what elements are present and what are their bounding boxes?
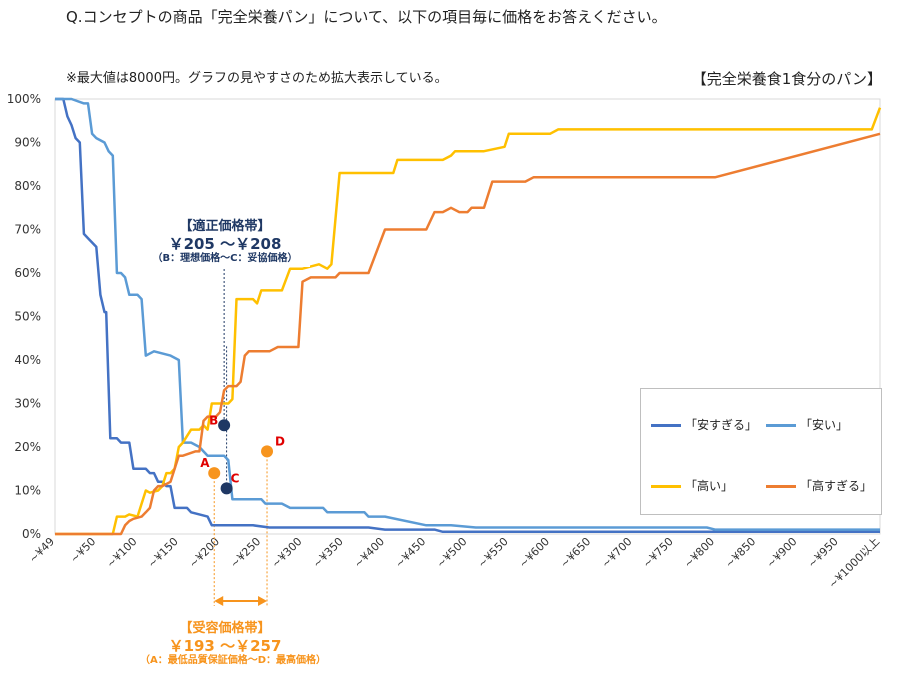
intersection-point-b — [218, 419, 231, 432]
x-tick-label: ~¥50 — [68, 535, 99, 566]
legend-item-expensive: 「高い」 — [651, 477, 733, 494]
y-tick-label: 70% — [14, 223, 41, 237]
x-tick-label: ~¥900 — [764, 535, 800, 571]
legend-item-too-expensive: 「高すぎる」 — [766, 477, 872, 494]
x-tick-label: ~¥750 — [640, 535, 676, 571]
intersection-point-a — [208, 467, 221, 480]
legend-item-too-cheap: 「安すぎる」 — [651, 416, 757, 433]
optimal-price-annotation: 【適正価格帯】 ￥205 ～￥208 （B：理想価格～C：妥協価格） — [140, 217, 310, 267]
x-tick-label: ~¥500 — [434, 535, 470, 571]
x-tick-label: ~¥300 — [269, 535, 305, 571]
intersection-label-c: C — [231, 471, 240, 485]
y-tick-label: 0% — [22, 527, 41, 541]
y-tick-label: 20% — [14, 440, 41, 454]
chart-legend: 「安すぎる」 「安い」 「高い」 「高すぎる」 — [640, 388, 882, 515]
y-tick-label: 10% — [14, 484, 41, 498]
intersection-label-b: B — [209, 413, 218, 427]
legend-label: 「安すぎる」 — [685, 418, 758, 432]
x-tick-label: ~¥700 — [599, 535, 635, 571]
acceptable-price-title: 【受容価格帯】 — [179, 621, 271, 636]
legend-swatch — [651, 424, 681, 427]
legend-label: 「安い」 — [800, 418, 849, 432]
x-tick-label: ~¥550 — [475, 535, 511, 571]
optimal-price-range: ￥205 ～￥208 — [168, 234, 282, 253]
chart-title: 【完全栄養食1食分のパン】 — [691, 70, 882, 88]
legend-swatch — [766, 424, 796, 427]
acceptable-price-range: ￥193 ～￥257 — [168, 636, 282, 655]
series-line-3 — [55, 107, 882, 536]
x-tick-label: ~¥650 — [558, 535, 594, 571]
y-tick-label: 50% — [14, 310, 41, 324]
y-tick-label: 100% — [7, 92, 41, 106]
x-tick-label: ~¥600 — [517, 535, 553, 571]
intersection-point-c — [220, 482, 233, 495]
x-tick-label: ~¥100 — [104, 535, 140, 571]
y-tick-label: 40% — [14, 353, 41, 367]
optimal-price-title: 【適正価格帯】 — [179, 219, 271, 234]
chart-note: ※最大値は8000円。グラフの見やすさのため拡大表示している。 — [66, 71, 448, 86]
x-tick-label: ~¥950 — [805, 535, 841, 571]
x-tick-label: ~¥200 — [187, 535, 223, 571]
intersection-label-d: D — [275, 434, 285, 448]
intersection-label-a: A — [200, 456, 210, 470]
y-tick-label: 60% — [14, 266, 41, 280]
legend-item-cheap: 「安い」 — [766, 416, 848, 433]
y-tick-label: 90% — [14, 136, 41, 150]
x-tick-label: ~¥150 — [145, 535, 181, 571]
legend-label: 「高い」 — [685, 479, 734, 493]
x-tick-label: ~¥450 — [393, 535, 429, 571]
legend-swatch — [651, 485, 681, 488]
x-tick-label: ~¥800 — [682, 535, 718, 571]
intersection-point-d — [261, 445, 274, 458]
x-tick-label: ~¥850 — [723, 535, 759, 571]
x-tick-label: ~¥400 — [352, 535, 388, 571]
legend-swatch — [766, 485, 796, 488]
series-line-2 — [55, 97, 880, 531]
plot-area — [54, 98, 881, 535]
x-tick-label: ~¥350 — [310, 535, 346, 571]
acceptable-price-annotation: 【受容価格帯】 ￥193 ～￥257 （A：最低品質保証価格～D：最高価格） — [140, 621, 327, 667]
y-tick-label: 80% — [14, 179, 41, 193]
x-tick-label: ~¥250 — [228, 535, 264, 571]
series-line-1 — [55, 97, 880, 534]
accept-arrow-head-left — [214, 596, 224, 606]
question-text: Q.コンセプトの商品「完全栄養パン」について、以下の項目毎に価格をお答えください… — [66, 8, 667, 26]
acceptable-price-desc: （A：最低品質保証価格～D：最高価格） — [140, 654, 327, 666]
y-tick-label: 30% — [14, 397, 41, 411]
series-line-4 — [55, 132, 881, 536]
legend-label: 「高すぎる」 — [800, 479, 873, 493]
optimal-price-desc: （B：理想価格～C：妥協価格） — [152, 252, 298, 264]
accept-arrow-head-right — [258, 596, 268, 606]
